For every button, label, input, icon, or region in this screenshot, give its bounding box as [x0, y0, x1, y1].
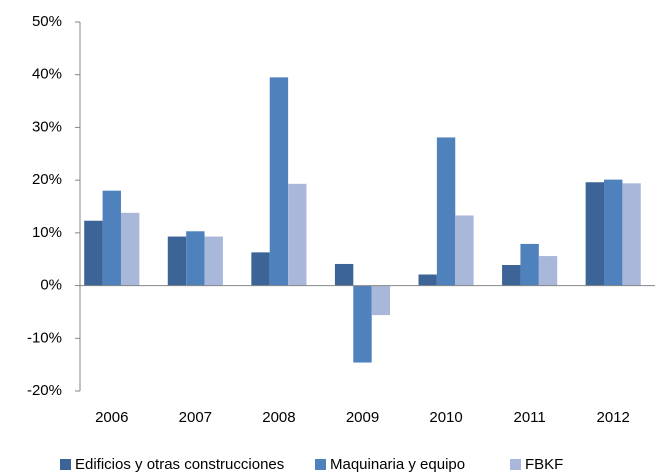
- bar: [604, 179, 623, 286]
- x-tick-label: 2008: [262, 409, 295, 426]
- x-tick-label: 2009: [346, 409, 379, 426]
- y-tick-label: -20%: [27, 382, 62, 399]
- legend-swatch: [510, 459, 521, 470]
- y-tick-label: 0%: [40, 277, 62, 294]
- x-tick-label: 2011: [514, 409, 546, 426]
- bar: [538, 256, 558, 286]
- bar: [353, 285, 372, 363]
- bar: [167, 236, 187, 286]
- bar: [520, 243, 539, 286]
- bar: [455, 215, 474, 286]
- bar: [120, 212, 140, 286]
- legend-label: Edificios y otras construcciones: [75, 456, 284, 473]
- x-tick-label: 2010: [429, 409, 462, 426]
- legend-label: FBKF: [525, 456, 563, 473]
- x-tick-label: 2006: [95, 409, 128, 426]
- legend-swatch: [315, 459, 326, 470]
- bar: [102, 190, 121, 286]
- bar: [269, 77, 289, 286]
- bar: [622, 183, 641, 286]
- x-tick-label: 2012: [597, 409, 630, 426]
- y-tick-label: 30%: [32, 118, 62, 135]
- y-tick-label: 50%: [32, 13, 62, 30]
- bar: [585, 182, 605, 286]
- bar: [186, 231, 205, 286]
- legend-swatch: [60, 459, 71, 470]
- y-tick-label: 10%: [32, 224, 62, 241]
- y-tick-label: 40%: [32, 66, 62, 83]
- legend-label: Maquinaria y equipo: [330, 456, 465, 473]
- bar: [288, 183, 307, 286]
- y-tick-label: -10%: [27, 329, 62, 346]
- y-tick-label: 20%: [32, 171, 62, 188]
- bar: [204, 236, 223, 286]
- bar: [84, 220, 103, 286]
- bar: [418, 274, 437, 286]
- bar: [371, 285, 391, 316]
- bar: [251, 252, 270, 286]
- bar: [502, 265, 521, 286]
- bar: [436, 137, 456, 286]
- x-tick-label: 2007: [179, 409, 212, 426]
- bar: [334, 263, 354, 286]
